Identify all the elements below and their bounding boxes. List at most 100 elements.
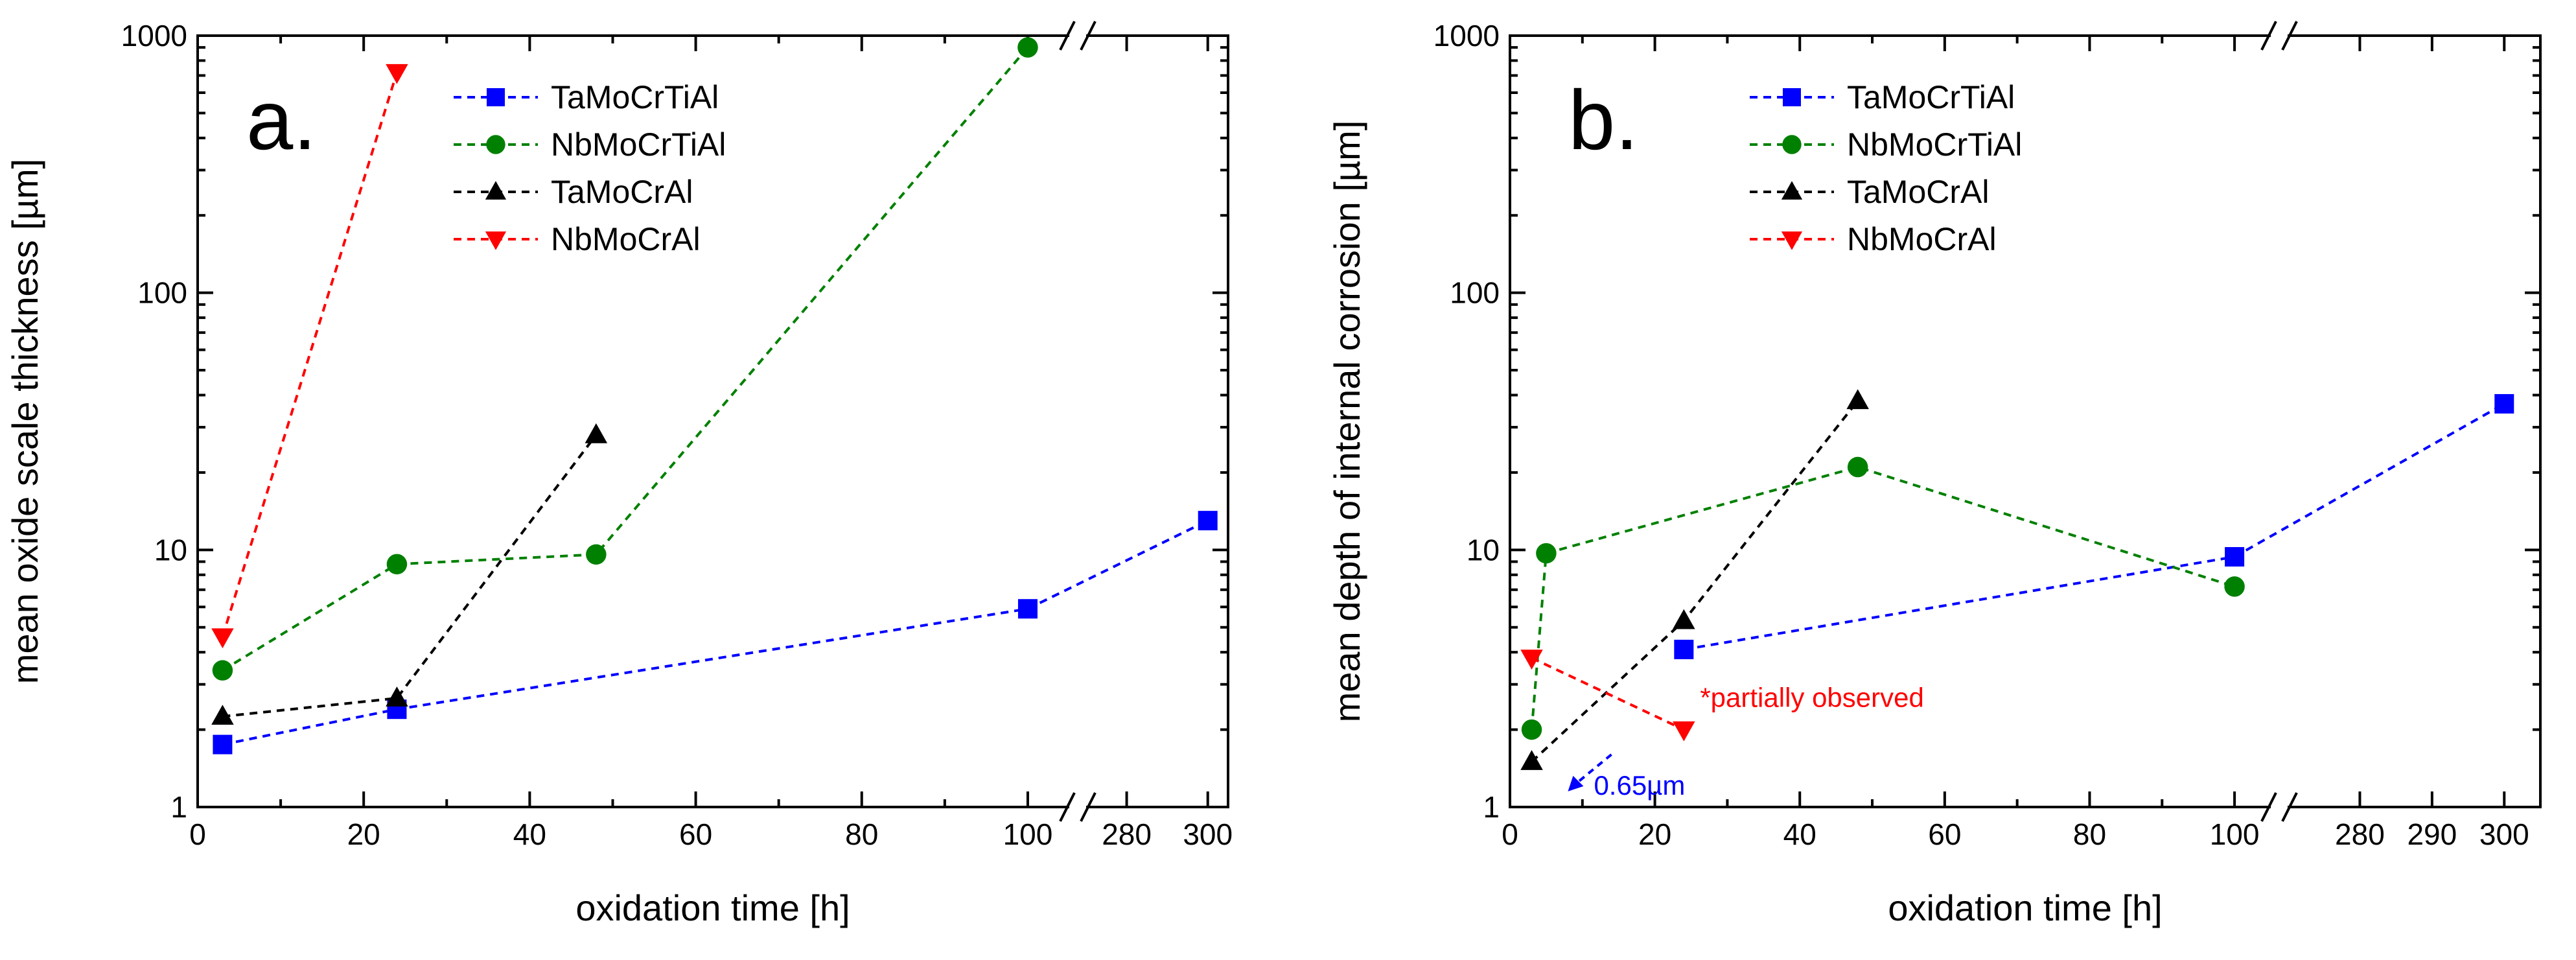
- series-TaMoCrAl: [1520, 389, 1869, 770]
- axis-break-mark: [2281, 21, 2298, 51]
- y-tick-label: 10: [1467, 533, 1500, 567]
- y-axis-label: mean depth of internal corrosion [µm]: [1327, 121, 1367, 723]
- data-point: [586, 544, 607, 565]
- axis-break-mark: [2281, 792, 2298, 822]
- data-point: [1536, 543, 1557, 564]
- series-line: [222, 434, 598, 718]
- chart-panel-1: 1 10 100 1000 0 20 40 60 80 100 280 290 300 oxidation…: [1327, 19, 2542, 928]
- annotation-text: 0.65µm: [1594, 770, 1685, 801]
- annotation-text: *partially observed: [1700, 683, 1924, 713]
- data-point: [2494, 393, 2514, 414]
- axis-break-mark: [2260, 792, 2277, 822]
- x-tick-label: 80: [845, 817, 878, 851]
- legend-entry: NbMoCrAl: [551, 221, 701, 257]
- x-tick-label: 300: [1183, 817, 1233, 851]
- legend-marker: [1781, 231, 1803, 250]
- plot-frame: [1509, 34, 2542, 808]
- series-NbMoCrAl: [1520, 650, 1695, 742]
- data-point: [386, 64, 408, 84]
- data-point: [1521, 719, 1542, 740]
- data-point: [2225, 546, 2245, 567]
- series-NbMoCrTiAl: [1521, 456, 2245, 740]
- series-NbMoCrTiAl: [212, 37, 1038, 681]
- data-point: [1198, 511, 1218, 531]
- legend-marker: [1781, 181, 1803, 200]
- series-TaMoCrAl: [211, 423, 608, 725]
- x-tick-label: 280: [2335, 817, 2385, 851]
- data-point: [2224, 576, 2245, 597]
- y-tick-label: 10: [154, 533, 187, 567]
- x-tick-label: 100: [2210, 817, 2260, 851]
- data-point: [1846, 389, 1869, 410]
- data-point: [211, 705, 234, 725]
- data-point: [213, 734, 233, 755]
- legend-marker: [1783, 88, 1801, 106]
- legend: TaMoCrTiAl NbMoCrTiAl TaMoCrAl NbMoCrAl: [1750, 79, 2022, 257]
- series-line: [1684, 403, 2505, 651]
- legend: TaMoCrTiAl NbMoCrTiAl TaMoCrAl NbMoCrAl: [454, 79, 726, 257]
- series-NbMoCrAl: [211, 64, 408, 649]
- legend-marker: [486, 135, 505, 154]
- x-tick-label: 40: [513, 817, 546, 851]
- series-line: [1530, 465, 2235, 730]
- data-point: [1017, 37, 1038, 58]
- annotation-arrow: [1573, 753, 1612, 786]
- legend-entry: TaMoCrAl: [1847, 174, 1989, 210]
- panel-label: a.: [246, 73, 316, 167]
- x-axis-label: oxidation time [h]: [1888, 887, 2162, 928]
- data-point: [1017, 599, 1038, 619]
- series-TaMoCrTiAl: [1674, 393, 2514, 659]
- y-tick-label: 100: [137, 276, 187, 310]
- data-point: [386, 554, 408, 575]
- data-point: [212, 660, 233, 681]
- series-TaMoCrTiAl: [213, 511, 1218, 755]
- legend-marker: [485, 231, 507, 250]
- legend-entry: TaMoCrTiAl: [1847, 79, 2015, 115]
- legend-entry: NbMoCrTiAl: [1847, 126, 2022, 163]
- data-point: [386, 686, 408, 707]
- data-point: [1520, 750, 1543, 770]
- axis-break-mark: [1059, 21, 1076, 51]
- x-tick-label: 0: [189, 817, 206, 851]
- x-tick-label: 280: [1102, 817, 1152, 851]
- x-tick-label: 40: [1783, 817, 1816, 851]
- legend-entry: NbMoCrTiAl: [551, 126, 726, 163]
- legend-marker: [1782, 135, 1802, 154]
- x-tick-label: 100: [1003, 817, 1053, 851]
- x-tick-label: 20: [1638, 817, 1671, 851]
- data-point: [1847, 456, 1868, 478]
- legend-entry: TaMoCrTiAl: [551, 79, 719, 115]
- x-tick-label: 80: [2073, 817, 2106, 851]
- data-point: [1673, 609, 1695, 629]
- legend-marker: [487, 88, 505, 106]
- data-point: [1673, 721, 1695, 742]
- legend-marker: [485, 181, 507, 200]
- axis-break-mark: [1080, 792, 1097, 822]
- x-tick-label: 0: [1502, 817, 1518, 851]
- y-tick-label: 1: [170, 790, 187, 824]
- legend-entry: NbMoCrAl: [1847, 221, 1997, 257]
- chart-panel-0: 1 10 100 1000 0 20 40 60 80 100 280 300 oxidation ti…: [5, 19, 1233, 928]
- y-tick-label: 1000: [121, 19, 187, 53]
- x-tick-label: 60: [679, 817, 712, 851]
- y-tick-label: 1000: [1433, 19, 1500, 53]
- x-tick-label: 20: [347, 817, 380, 851]
- axis-break-mark: [1059, 792, 1076, 822]
- legend-entry: TaMoCrAl: [551, 174, 693, 210]
- series-line: [222, 46, 1029, 672]
- x-tick-label: 300: [2479, 817, 2529, 851]
- plot-frame: [196, 34, 1229, 808]
- y-tick-label: 100: [1450, 276, 1500, 310]
- data-point: [1520, 650, 1543, 670]
- data-point: [211, 628, 234, 649]
- data-point: [585, 423, 608, 443]
- series-line: [222, 519, 1209, 746]
- y-axis-label: mean oxide scale thickness [µm]: [5, 159, 45, 684]
- data-point: [1674, 639, 1694, 659]
- x-tick-label: 60: [1928, 817, 1961, 851]
- series-line: [1531, 657, 1685, 731]
- annotation-arrowhead: [1568, 775, 1584, 791]
- x-tick-label: 290: [2407, 817, 2457, 851]
- axis-break-mark: [2260, 21, 2277, 51]
